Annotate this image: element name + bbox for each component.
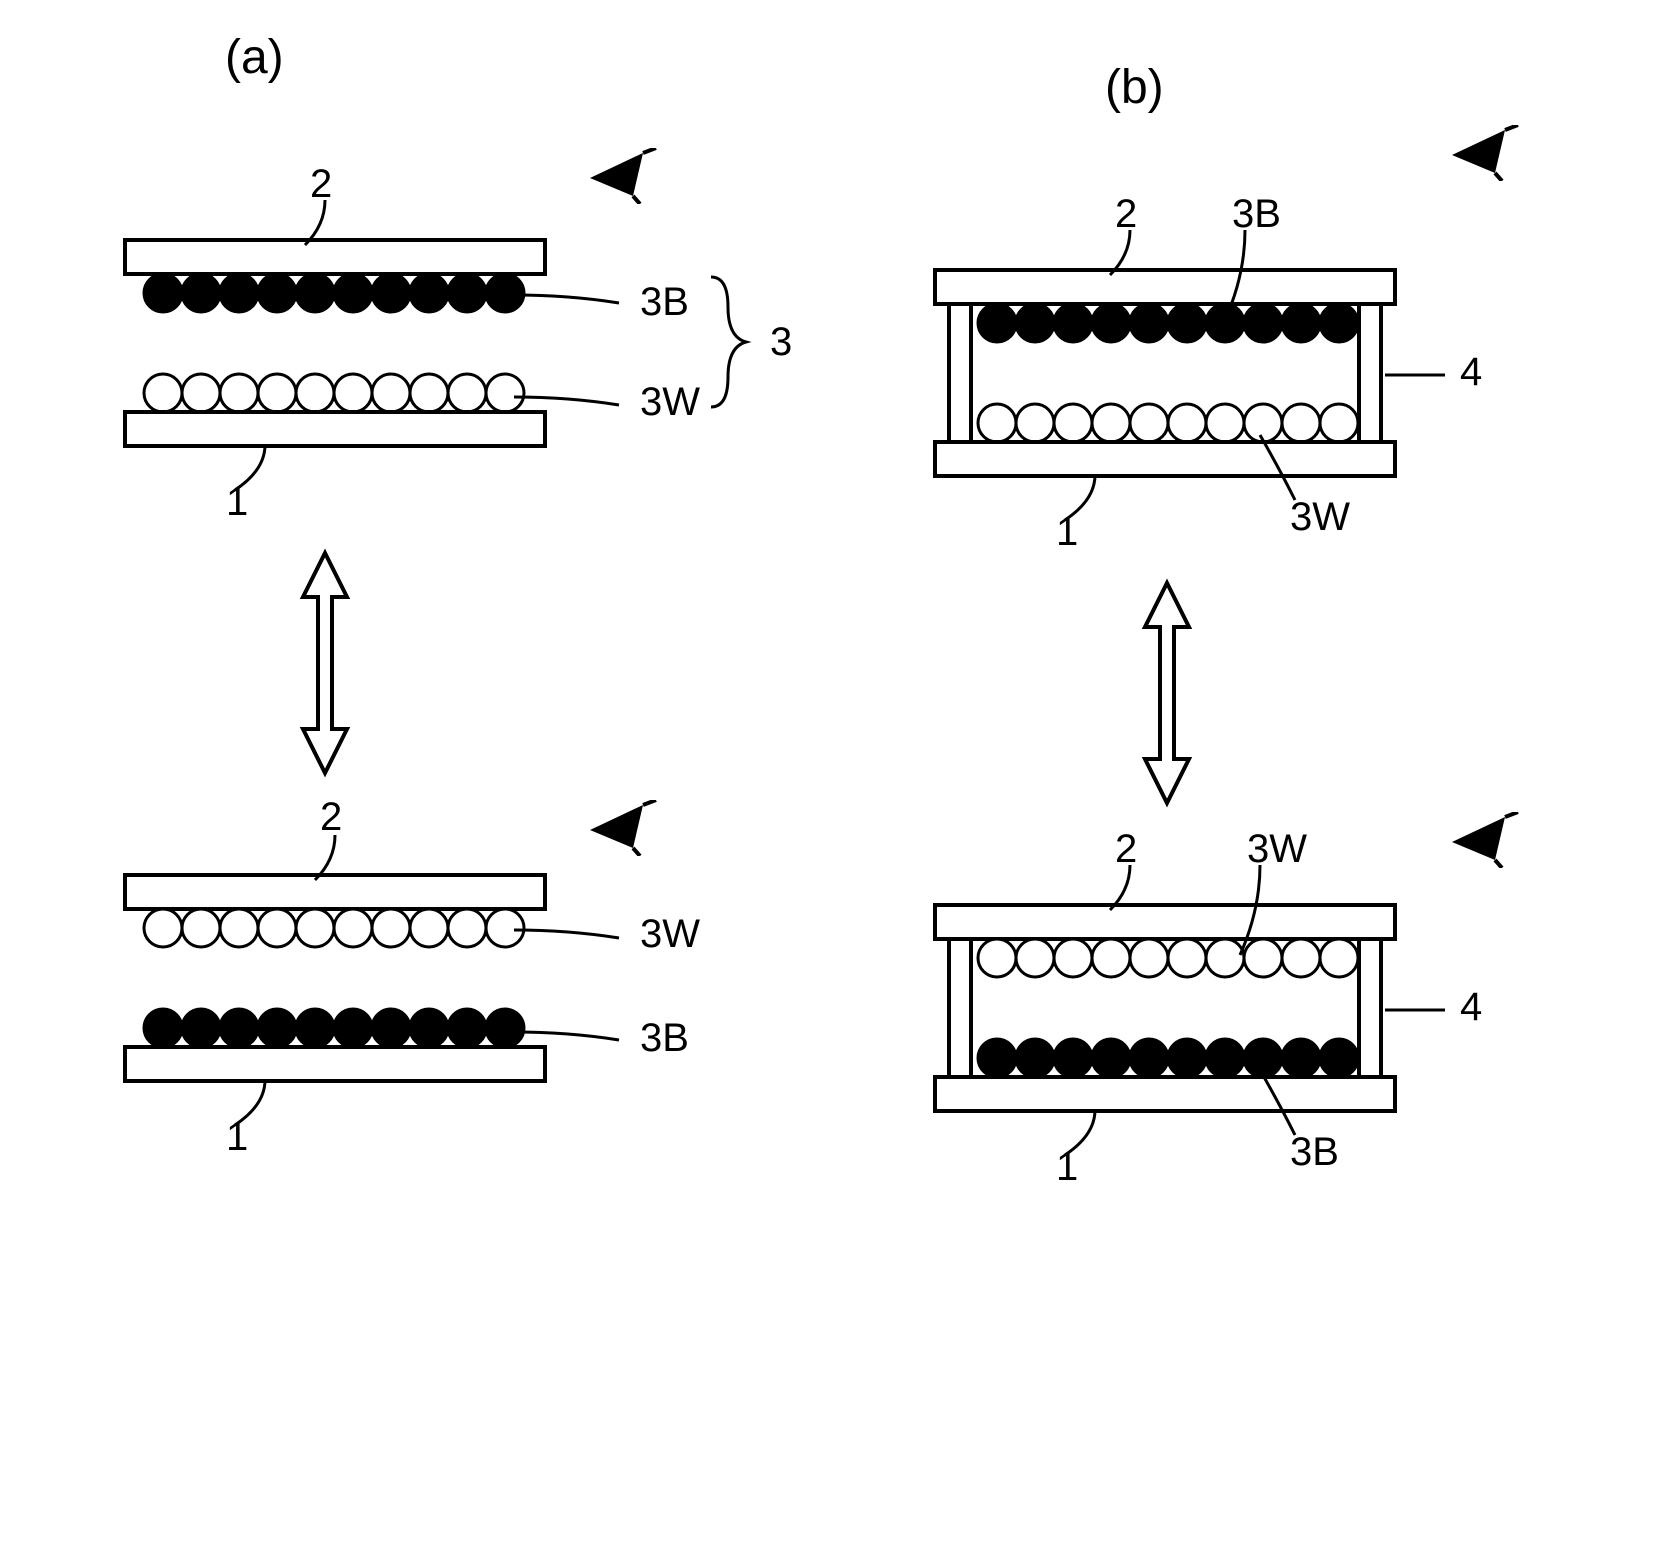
label-3b-b-bot: 3B	[1290, 1130, 1339, 1175]
label-3b-b-top: 3B	[1232, 192, 1281, 237]
panel-a-label: (a)	[225, 30, 284, 85]
black-particle-row	[144, 1009, 524, 1047]
cell-a-top	[115, 230, 555, 460]
cell-b-top	[925, 260, 1405, 490]
leader-3b-b-bot	[1255, 1065, 1315, 1140]
eye-icon	[588, 148, 658, 204]
label-4-b-bot: 4	[1460, 985, 1482, 1030]
label-3b-a-bot: 3B	[640, 1016, 689, 1061]
spacer-left	[949, 939, 971, 1077]
label-2-a-top: 2	[310, 162, 332, 207]
label-1-a-bot: 1	[226, 1115, 248, 1160]
white-particle-row	[144, 909, 524, 947]
leader-4-b-top	[1385, 365, 1455, 385]
black-particle-row	[144, 274, 524, 312]
leader-3w-b-bot	[1235, 860, 1315, 960]
bottom-plate	[125, 412, 545, 446]
double-arrow-a	[295, 548, 355, 778]
black-particle-row	[978, 304, 1358, 342]
eye-icon	[1450, 125, 1520, 181]
spacer-right	[1359, 939, 1381, 1077]
panel-b-label: (b)	[1105, 60, 1164, 115]
label-3b-a-top: 3B	[640, 280, 689, 325]
cell-b-bottom	[925, 895, 1405, 1125]
bottom-plate	[125, 1047, 545, 1081]
spacer-left	[949, 304, 971, 442]
eye-icon	[588, 800, 658, 856]
label-1-b-bot: 1	[1056, 1145, 1078, 1190]
label-4-b-top: 4	[1460, 350, 1482, 395]
label-2-b-top: 2	[1115, 192, 1137, 237]
leader-3b-a-top	[514, 285, 634, 315]
double-arrow-b	[1137, 578, 1197, 808]
label-3w-b-bot: 3W	[1247, 827, 1307, 872]
label-2-b-bot: 2	[1115, 827, 1137, 872]
leader-4-b-bot	[1385, 1000, 1455, 1020]
leader-3w-a-bot	[514, 920, 634, 950]
label-3w-a-top: 3W	[640, 380, 700, 425]
bottom-plate	[935, 1077, 1395, 1111]
label-2-a-bot: 2	[320, 795, 342, 840]
bottom-plate	[935, 442, 1395, 476]
leader-3b-b-top	[1220, 225, 1300, 325]
brace-3-a-top	[706, 272, 756, 412]
spacer-right	[1359, 304, 1381, 442]
label-3w-a-bot: 3W	[640, 912, 700, 957]
leader-3w-b-top	[1255, 430, 1315, 505]
label-1-b-top: 1	[1056, 510, 1078, 555]
label-3w-b-top: 3W	[1290, 495, 1350, 540]
label-1-a-top: 1	[226, 480, 248, 525]
label-3-a-top: 3	[770, 320, 792, 365]
white-particle-row	[144, 374, 524, 412]
cell-a-bottom	[115, 865, 555, 1095]
eye-icon	[1450, 812, 1520, 868]
leader-3w-a-top	[514, 385, 634, 415]
leader-3b-a-bot	[514, 1020, 634, 1050]
